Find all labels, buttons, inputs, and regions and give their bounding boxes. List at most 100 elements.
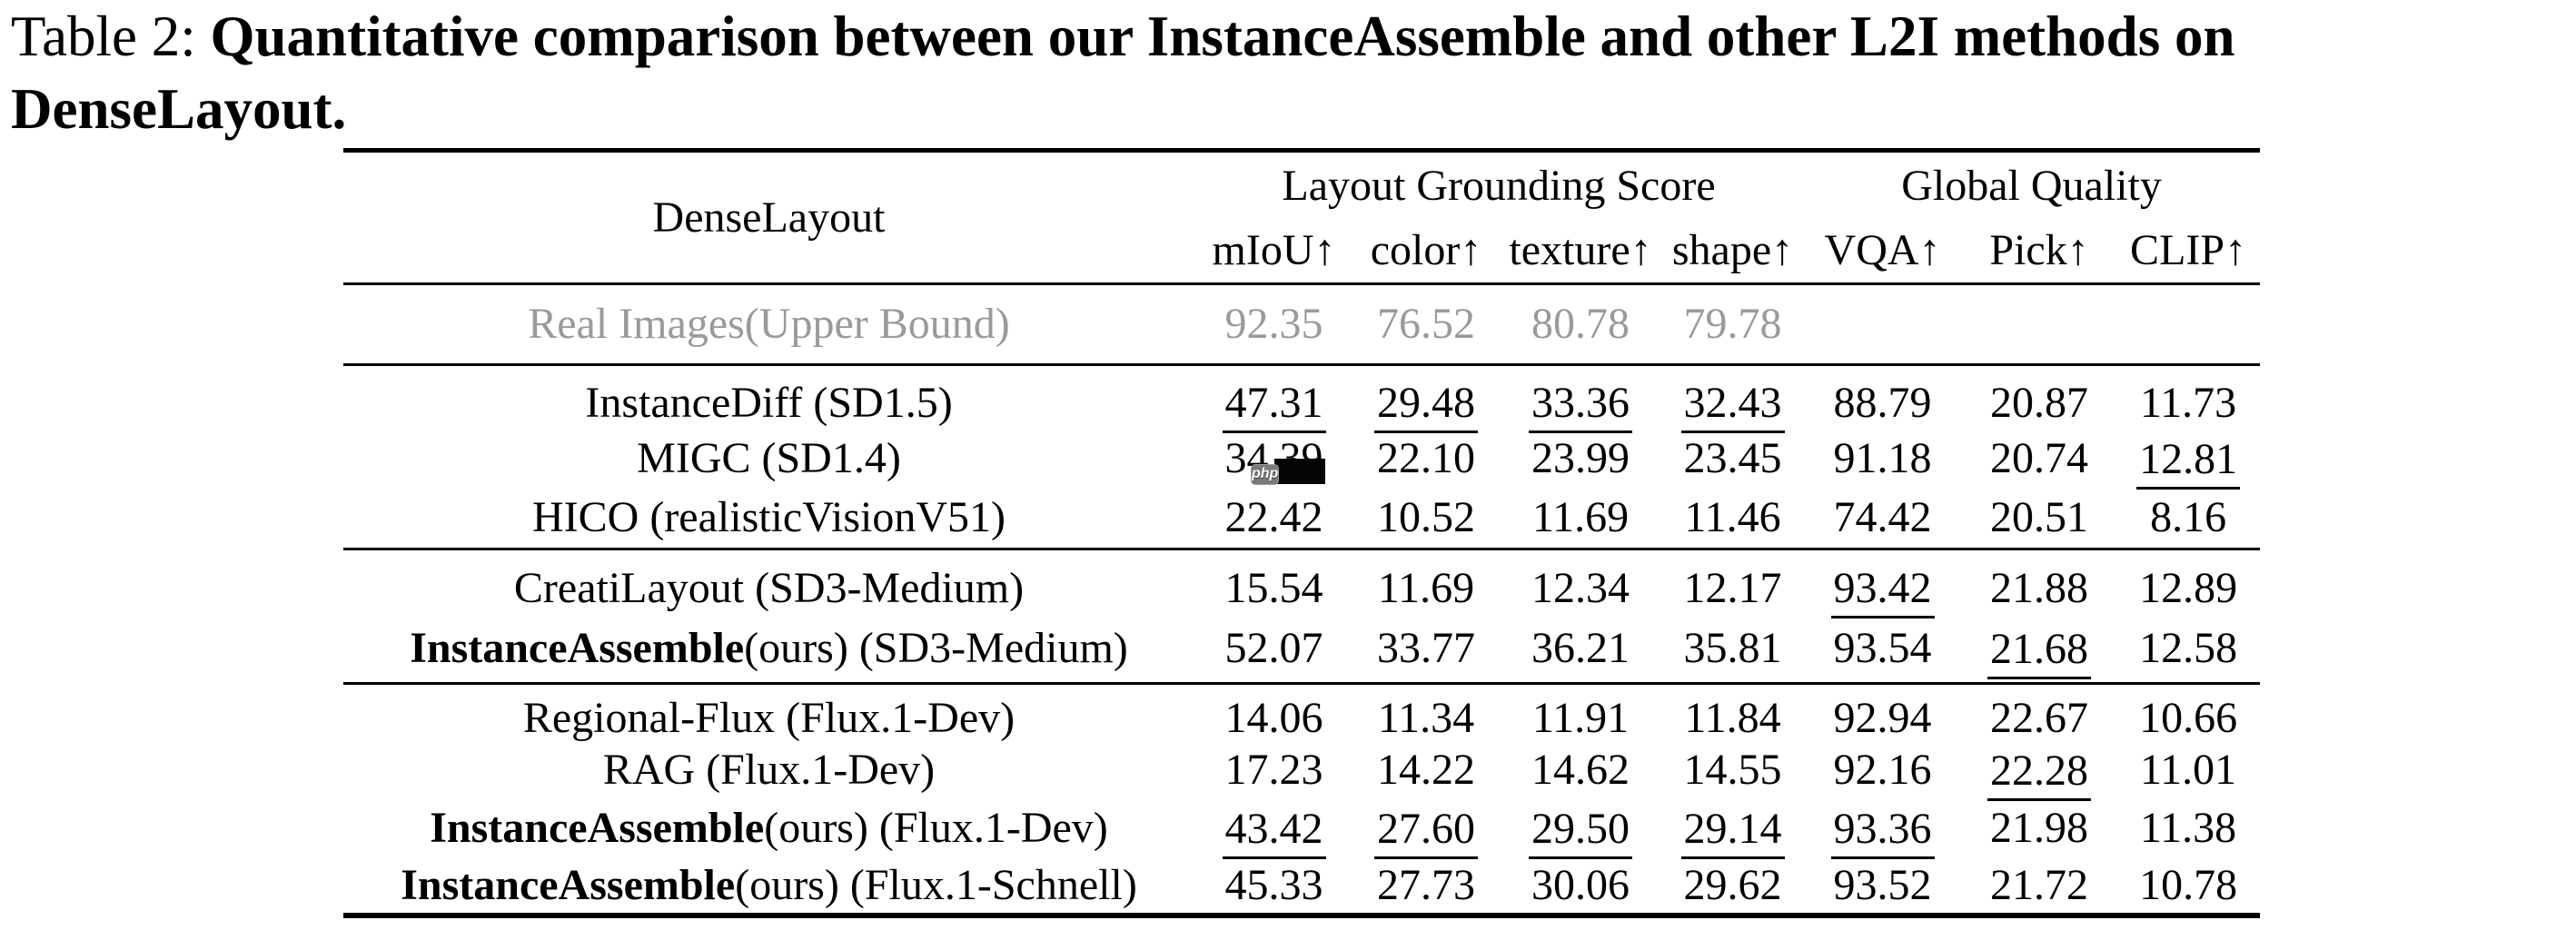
metric-value: 22.42 — [1224, 493, 1323, 542]
upper-bound-group: Real Images(Upper Bound) 92.35 76.52 80.78 7… — [343, 284, 2261, 365]
metric-value: 10.52 — [1377, 493, 1475, 542]
table-caption: Table 2: Quantitative comparison between… — [11, 0, 2569, 145]
metric-value: 12.58 — [2139, 624, 2238, 673]
method-name: Real Images(Upper Bound) — [528, 300, 1010, 348]
table-row: Real Images(Upper Bound) 92.35 76.52 80.78 7… — [343, 284, 2260, 365]
method-name: MIGC (SD1.4) — [637, 434, 901, 482]
method-group-1: InstanceDiff (SD1.5) 47.31 29.48 33.36 32.43… — [343, 365, 2261, 549]
glitch-black-box — [1274, 459, 1325, 484]
metric-value: 80.78 — [1531, 300, 1630, 348]
metric-value: 33.36 — [1499, 365, 1662, 433]
metric-value: 35.81 — [1683, 624, 1782, 673]
method-group-3: Regional-Flux (Flux.1-Dev) 14.06 11.34 11.9… — [343, 683, 2260, 915]
metric-value: 12.17 — [1683, 563, 1782, 612]
metric-value: 45.33 — [1224, 860, 1323, 909]
metric-value: 22.10 — [1377, 434, 1475, 482]
table-row: InstanceAssemble(ours) (SD3-Medium) 52.07… — [343, 616, 2260, 683]
metric-value: 29.62 — [1683, 860, 1782, 909]
metric-value: 20.51 — [1990, 493, 2089, 542]
table-caption-text: Quantitative comparison between our Inst… — [11, 5, 2235, 141]
method-name: CreatiLayout (SD3-Medium) — [513, 563, 1025, 612]
metric-value: 11.34 — [1377, 693, 1475, 742]
metric-value: 11.38 — [2139, 804, 2237, 852]
group-header-layout-grounding: Layout Grounding Score — [1282, 161, 1716, 210]
method-name: InstanceAssemble(ours) (SD3-Medium) — [410, 624, 1128, 673]
col-header-miou: mIoU↑ — [1212, 226, 1336, 275]
metric-value: 27.60 — [1353, 799, 1499, 859]
group-header-row: DenseLayout Layout Grounding Score Globa… — [343, 151, 2260, 239]
table-row: RAG (Flux.1-Dev) 17.23 14.22 14.62 14.55 92.1… — [343, 741, 2260, 801]
table-row: MIGC (SD1.4)34.3922.1023.9923.4591.1820.… — [343, 429, 2260, 490]
metric-value: 11.84 — [1684, 693, 1781, 742]
metric-value: 43.42 — [1194, 799, 1353, 859]
metric-value: 30.06 — [1531, 860, 1630, 909]
metric-value: 11.69 — [1377, 563, 1475, 612]
metric-value: 14.62 — [1531, 746, 1630, 794]
corner-header: DenseLayout — [652, 193, 886, 242]
metric-value: 11.46 — [1684, 493, 1781, 542]
metric-value: 92.94 — [1833, 693, 1932, 742]
method-name: Regional-Flux (Flux.1-Dev) — [522, 693, 1016, 742]
metric-value: 91.18 — [1833, 434, 1932, 482]
table-caption-label: Table 2: — [11, 5, 196, 68]
method-name: InstanceDiff (SD1.5) — [585, 378, 953, 427]
metric-value — [1803, 284, 1962, 365]
metric-value: 8.16 — [2150, 493, 2227, 542]
metric-value: 12.34 — [1531, 563, 1630, 612]
table-header: DenseLayout Layout Grounding Score Globa… — [343, 151, 2261, 284]
metric-value: 20.87 — [1990, 378, 2089, 427]
metric-value: 21.68 — [1962, 616, 2116, 683]
metric-value: 93.36 — [1803, 799, 1962, 859]
col-header-vqa: VQA↑ — [1824, 226, 1941, 275]
metric-value: 22.28 — [1962, 741, 2116, 801]
method-group-2: CreatiLayout (SD3-Medium) 15.54 11.69 12.34… — [343, 549, 2261, 683]
metric-value: 27.73 — [1377, 860, 1475, 909]
table-row: InstanceDiff (SD1.5) 47.31 29.48 33.36 32.43… — [343, 365, 2260, 433]
metric-value: 22.67 — [1990, 693, 2089, 742]
metric-value: 20.74 — [1990, 434, 2089, 482]
metric-value: 29.48 — [1353, 365, 1499, 433]
metric-value: 29.50 — [1499, 799, 1662, 859]
metric-value: 11.69 — [1531, 493, 1630, 542]
php-watermark-badge: php — [1251, 464, 1279, 485]
method-name: InstanceAssemble(ours) (Flux.1-Dev) — [430, 804, 1108, 852]
col-header-pick: Pick↑ — [1989, 226, 2089, 275]
metric-value: 14.55 — [1683, 746, 1782, 794]
metric-value: 12.89 — [2139, 563, 2238, 612]
metric-value: 23.45 — [1683, 434, 1782, 482]
col-header-clip: CLIP↑ — [2130, 226, 2247, 275]
metric-value: 14.22 — [1377, 746, 1475, 794]
metric-value: 36.21 — [1531, 624, 1630, 673]
metric-value: 52.07 — [1224, 624, 1323, 673]
column-header-row: mIoU↑ color↑ texture↑ shape↑ VQA↑ Pick↑ … — [343, 220, 2260, 284]
table-row: InstanceAssemble(ours) (Flux.1-Dev) 43.42… — [343, 799, 2260, 859]
metric-value: 10.66 — [2139, 693, 2238, 742]
metric-value: 17.23 — [1224, 746, 1323, 794]
metric-value — [1962, 284, 2116, 365]
group-header-global-quality: Global Quality — [1901, 161, 2162, 210]
metric-value: 47.31 — [1194, 365, 1353, 433]
metric-value: 21.98 — [1990, 804, 2089, 852]
metric-value: 79.78 — [1683, 300, 1782, 348]
metric-value: 11.91 — [1531, 693, 1630, 742]
method-name: HICO (realisticVisionV51) — [531, 493, 1006, 542]
metric-value: 74.42 — [1833, 493, 1932, 542]
col-header-texture: texture↑ — [1509, 226, 1652, 275]
metric-value: 88.79 — [1833, 378, 1932, 427]
metric-value: 93.54 — [1833, 624, 1932, 673]
metric-value: 15.54 — [1224, 563, 1323, 612]
metric-value: 12.81 — [2116, 429, 2260, 490]
metric-value: 92.16 — [1833, 746, 1932, 794]
metric-value: 76.52 — [1377, 300, 1475, 348]
metric-value: 21.88 — [1990, 563, 2089, 612]
metric-value: 10.78 — [2116, 857, 2260, 915]
col-header-shape: shape↑ — [1671, 226, 1794, 275]
results-table: DenseLayout Layout Grounding Score Globa… — [343, 148, 2261, 918]
table-row: Regional-Flux (Flux.1-Dev) 14.06 11.34 11.9… — [343, 683, 2260, 741]
metric-value: 21.72 — [1990, 860, 2089, 909]
table-row: HICO (realisticVisionV51) 22.42 10.52 11.69… — [343, 489, 2260, 549]
table-row: CreatiLayout (SD3-Medium) 15.54 11.69 12.34… — [343, 549, 2260, 619]
metric-value: 11.73 — [2139, 378, 2237, 427]
metric-value: 23.99 — [1531, 434, 1630, 482]
